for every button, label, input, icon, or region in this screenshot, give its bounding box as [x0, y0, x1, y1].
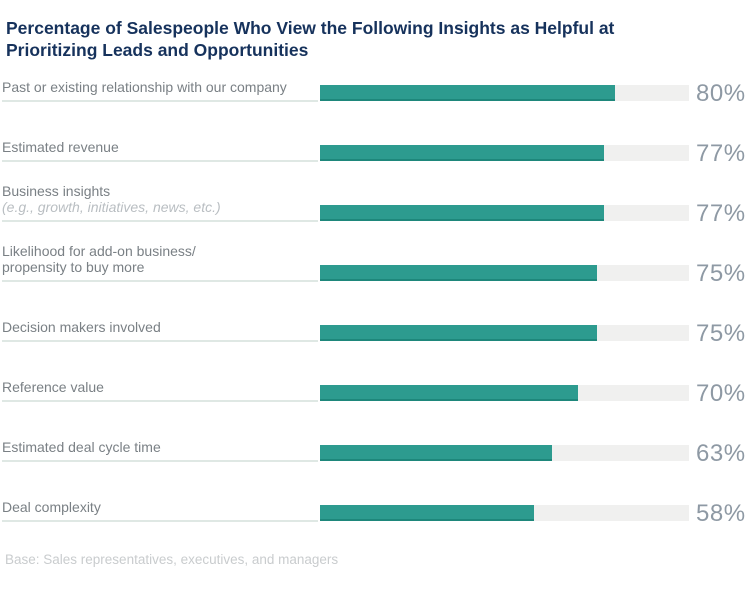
category-label-text: Deal complexity: [2, 499, 101, 515]
chart-title: Percentage of Salespeople Who View the F…: [6, 17, 615, 60]
row-baseline-rule: [2, 160, 318, 162]
row-baseline-rule: [2, 280, 318, 282]
bar: [320, 325, 597, 341]
chart-row: Deal complexity 58%: [0, 462, 750, 526]
bar: [320, 265, 597, 281]
row-baseline-rule: [2, 340, 318, 342]
value-label: 75%: [696, 320, 746, 347]
bar-track: [320, 325, 689, 341]
bar: [320, 505, 535, 521]
category-label-text: Estimated revenue: [2, 139, 119, 155]
value-label: 63%: [696, 440, 746, 467]
category-label: Reference value: [2, 379, 314, 395]
chart-row: Reference value 70%: [0, 342, 750, 406]
bar: [320, 205, 605, 221]
value-label: 75%: [696, 260, 746, 287]
chart-row: Estimated revenue 77%: [0, 102, 750, 166]
bar-track: [320, 85, 689, 101]
chart-row: Likelihood for add-on business/ propensi…: [0, 222, 750, 286]
value-label: 58%: [696, 500, 746, 527]
bar: [320, 145, 605, 161]
bar-track: [320, 385, 689, 401]
category-label-text: Likelihood for add-on business/ propensi…: [2, 243, 196, 275]
chart-row: Estimated deal cycle time 63%: [0, 402, 750, 466]
row-baseline-rule: [2, 100, 318, 102]
category-label-text: Decision makers involved: [2, 319, 161, 335]
category-label-text: Past or existing relationship with our c…: [2, 79, 287, 95]
value-label: 70%: [696, 380, 746, 407]
bar: [320, 445, 553, 461]
category-label-text: Estimated deal cycle time: [2, 439, 161, 455]
category-label-text: Business insights: [2, 183, 111, 199]
category-label-note: (e.g., growth, initiatives, news, etc.): [2, 199, 221, 215]
category-label-text: Reference value: [2, 379, 104, 395]
bar-track: [320, 445, 689, 461]
row-baseline-rule: [2, 460, 318, 462]
row-baseline-rule: [2, 520, 318, 522]
chart-row: Decision makers involved 75%: [0, 282, 750, 346]
value-label: 80%: [696, 80, 746, 107]
bar: [320, 385, 579, 401]
row-baseline-rule: [2, 220, 318, 222]
bar-track: [320, 265, 689, 281]
bar-track: [320, 145, 689, 161]
category-label: Deal complexity: [2, 499, 314, 515]
horizontal-bar-chart: Past or existing relationship with our c…: [0, 42, 750, 526]
value-label: 77%: [696, 200, 746, 227]
category-label: Past or existing relationship with our c…: [2, 79, 314, 95]
value-label: 77%: [696, 140, 746, 167]
category-label: Decision makers involved: [2, 319, 314, 335]
category-label: Estimated revenue: [2, 139, 314, 155]
category-label: Estimated deal cycle time: [2, 439, 314, 455]
bar-track: [320, 205, 689, 221]
chart-row: Past or existing relationship with our c…: [0, 42, 750, 106]
category-label: Business insights (e.g., growth, initiati…: [2, 183, 314, 215]
category-label: Likelihood for add-on business/ propensi…: [2, 243, 314, 275]
bar: [320, 85, 616, 101]
chart-row: Business insights (e.g., growth, initiati…: [0, 162, 750, 226]
row-baseline-rule: [2, 400, 318, 402]
base-note: Base: Sales representatives, executives,…: [5, 552, 339, 567]
bar-track: [320, 505, 689, 521]
